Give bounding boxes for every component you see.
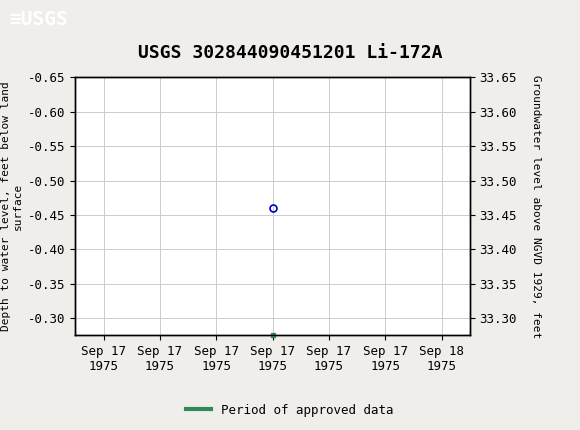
Text: ≡USGS: ≡USGS [9,10,67,29]
Legend: Period of approved data: Period of approved data [181,399,399,421]
Text: USGS 302844090451201 Li-172A: USGS 302844090451201 Li-172A [138,44,442,62]
Y-axis label: Depth to water level, feet below land
surface: Depth to water level, feet below land su… [1,82,23,331]
Y-axis label: Groundwater level above NGVD 1929, feet: Groundwater level above NGVD 1929, feet [531,75,541,338]
